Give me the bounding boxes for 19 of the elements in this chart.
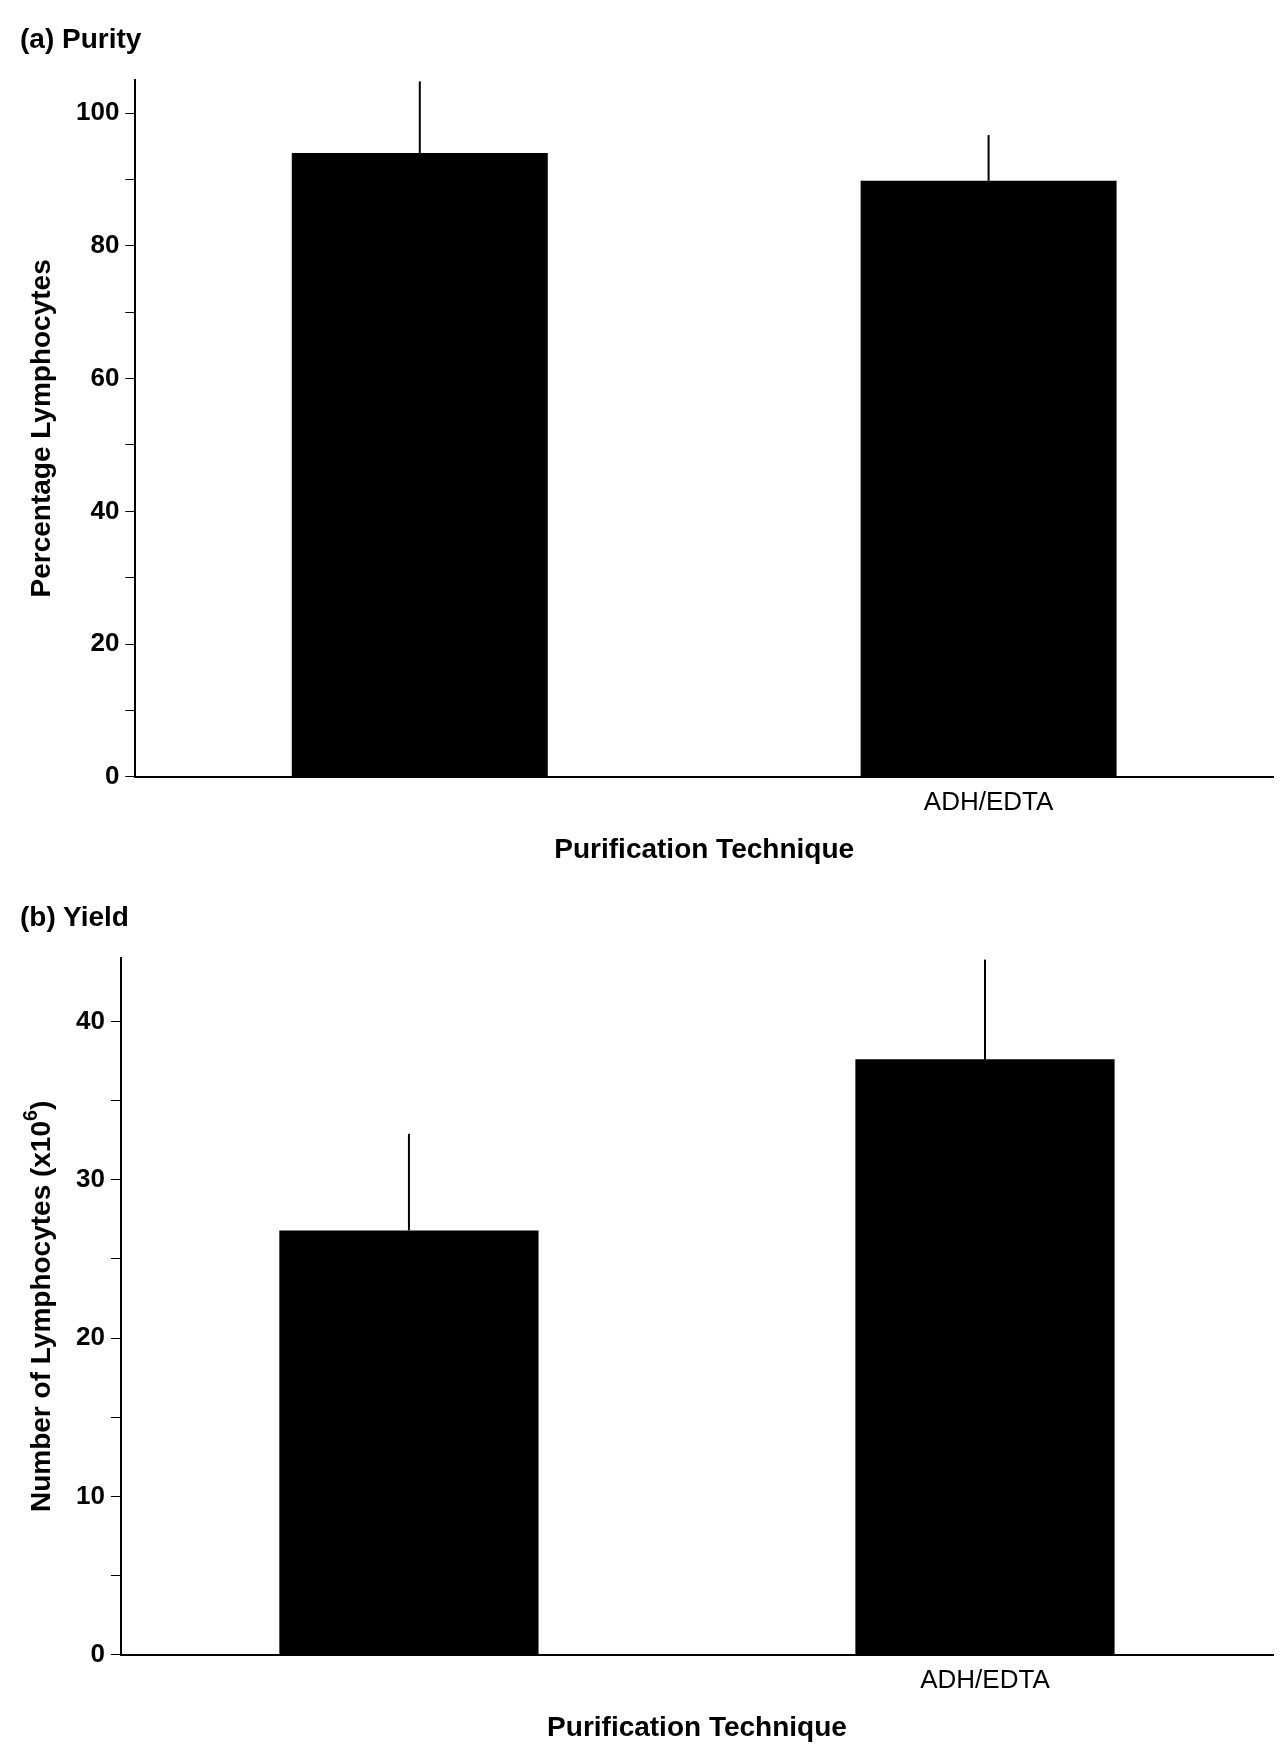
y-axis-title: Percentage Lymphocytes: [25, 259, 56, 598]
y-tick-label: 100: [75, 96, 120, 127]
y-tick-label: 40: [90, 494, 120, 525]
x-tick-label: ADH/EDTA: [923, 785, 1055, 816]
x-axis-title: Purification Technique: [554, 833, 855, 864]
y-tick-label: 40: [76, 1004, 105, 1035]
y-axis-title: Number of Lymphocytes (x106): [19, 1100, 56, 1513]
chart-title: (a) Purity: [20, 23, 142, 54]
x-axis-title: Purification Technique: [547, 1711, 847, 1742]
chart-title: (b) Yield: [20, 901, 129, 932]
y-tick-label: 0: [90, 1637, 105, 1668]
y-tick-label: 30: [76, 1162, 105, 1193]
y-tick-label: 80: [90, 229, 120, 260]
y-tick-label: 20: [76, 1321, 105, 1352]
y-tick-label: 20: [90, 627, 120, 658]
y-tick-label: 60: [90, 361, 120, 392]
y-tick-label: 0: [104, 759, 120, 790]
x-tick-label: ADH/EDTA: [920, 1663, 1051, 1694]
y-tick-label: 10: [76, 1479, 105, 1510]
